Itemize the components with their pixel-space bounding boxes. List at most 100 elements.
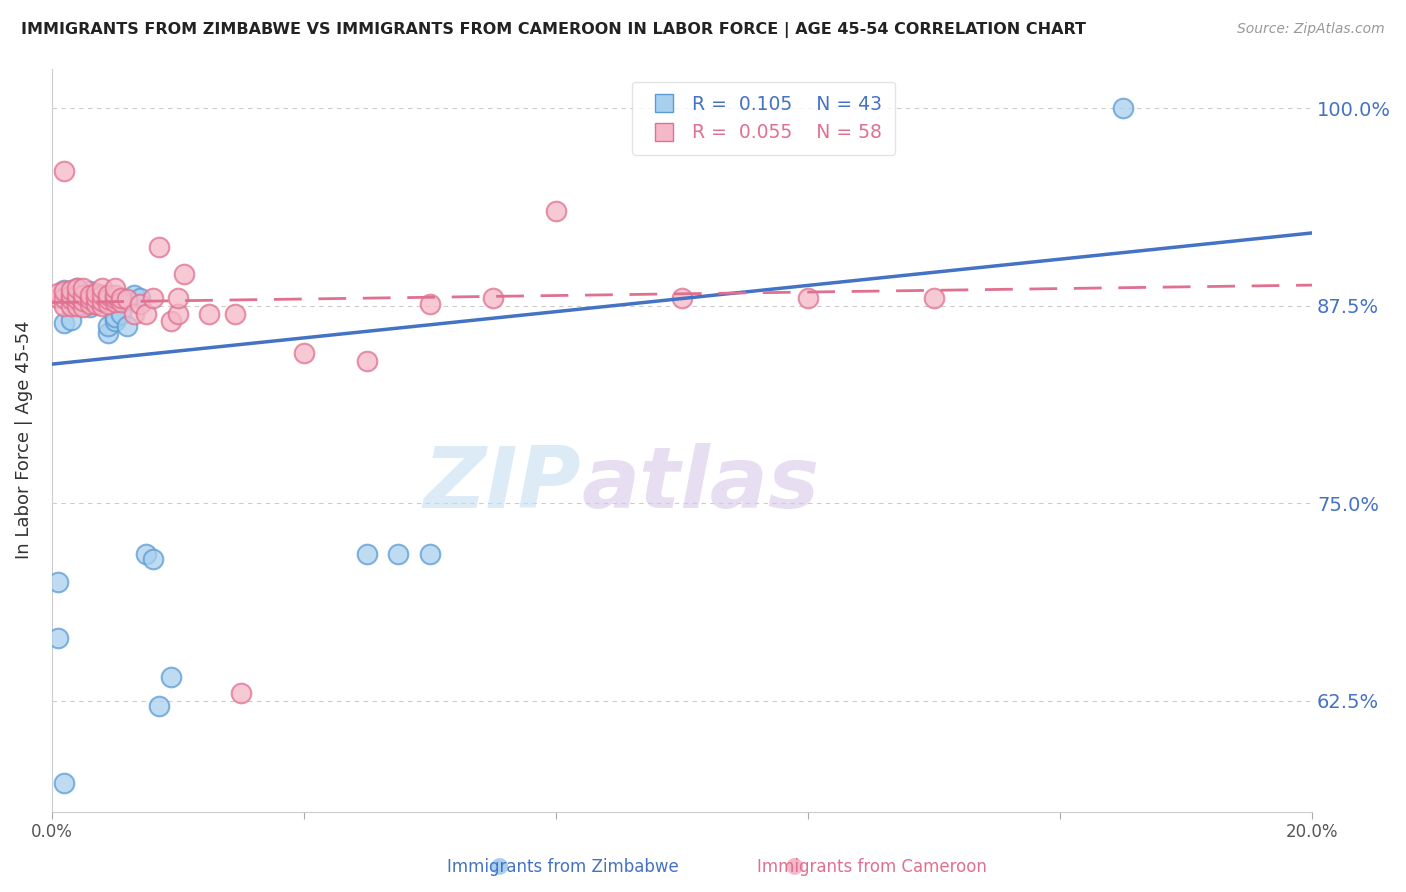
Point [104,281,127,295]
Point [59,299,82,313]
Point [104,310,127,324]
Point [224,307,246,321]
Point [922,291,945,305]
Y-axis label: In Labor Force | Age 45-54: In Labor Force | Age 45-54 [15,321,32,559]
Point [84,291,107,305]
Point [46,631,69,645]
Point [59,285,82,299]
Point [53,285,76,299]
Point [122,307,145,321]
Point [59,293,82,307]
Point [104,287,127,301]
Point [117,293,139,307]
Point [797,291,820,305]
Point [84,297,107,311]
Point [419,297,441,311]
Point [122,287,145,301]
Point [91,287,114,301]
Point [160,314,183,328]
Point [482,291,505,305]
Text: ●: ● [785,855,804,875]
Point [135,307,157,321]
Point [166,291,188,305]
Point [72,293,94,308]
Text: Immigrants from Cameroon: Immigrants from Cameroon [756,858,987,876]
Point [104,295,127,310]
Point [198,307,221,321]
Point [59,313,82,327]
Point [66,281,89,295]
Point [544,203,567,218]
Point [66,281,89,295]
Point [356,354,378,368]
Point [66,293,89,307]
Point [1112,101,1135,115]
Text: ZIP: ZIP [423,443,581,526]
Point [91,287,114,301]
Point [97,297,120,311]
Point [66,283,89,297]
Point [46,291,69,305]
Point [46,575,69,590]
Point [129,291,152,305]
Point [91,299,114,313]
Point [84,285,107,300]
Point [97,319,120,334]
Point [142,291,165,305]
Point [79,287,101,301]
Point [387,547,409,561]
Point [72,287,94,301]
Point [110,291,132,305]
Point [671,291,693,305]
Point [59,291,82,305]
Point [79,291,101,305]
Point [66,293,89,308]
Point [129,297,152,311]
Point [79,297,101,311]
Point [104,314,127,328]
Point [142,551,165,566]
Point [229,686,252,700]
Point [110,295,132,310]
Point [79,295,101,310]
Point [104,291,127,305]
Point [166,307,188,321]
Point [97,293,120,307]
Point [91,295,114,310]
Text: Source: ZipAtlas.com: Source: ZipAtlas.com [1237,22,1385,37]
Point [72,297,94,311]
Point [97,287,120,301]
Text: atlas: atlas [581,443,820,526]
Point [53,299,76,313]
Point [110,307,132,321]
Point [66,287,89,301]
Point [292,346,315,360]
Point [117,319,139,334]
Point [148,698,170,713]
Point [97,326,120,340]
Point [53,283,76,297]
Point [173,267,195,281]
Point [53,316,76,330]
Point [53,776,76,790]
Point [91,293,114,308]
Point [72,300,94,314]
Point [72,281,94,295]
Point [79,300,101,314]
Legend: R =  0.105    N = 43, R =  0.055    N = 58: R = 0.105 N = 43, R = 0.055 N = 58 [633,81,896,155]
Point [66,287,89,301]
Point [356,547,378,561]
Point [53,291,76,305]
Point [72,299,94,313]
Point [135,547,157,561]
Point [59,299,82,313]
Point [66,299,89,313]
Point [59,287,82,301]
Point [160,670,183,684]
Point [79,285,101,299]
Point [91,281,114,295]
Point [84,291,107,305]
Point [72,293,94,308]
Point [46,285,69,300]
Point [72,287,94,301]
